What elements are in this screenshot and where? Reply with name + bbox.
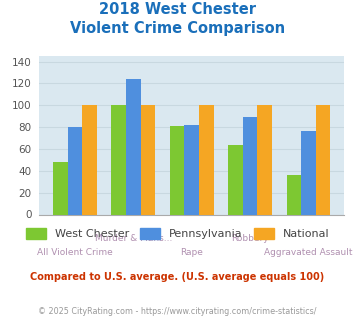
- Text: Robbery: Robbery: [231, 234, 269, 243]
- Bar: [199, 105, 214, 214]
- Bar: [170, 126, 184, 214]
- Text: Rape: Rape: [180, 248, 203, 257]
- Text: Compared to U.S. average. (U.S. average equals 100): Compared to U.S. average. (U.S. average …: [31, 272, 324, 282]
- Bar: [53, 162, 67, 214]
- Bar: [228, 145, 243, 214]
- Bar: [141, 105, 155, 214]
- Text: All Violent Crime: All Violent Crime: [37, 248, 113, 257]
- Bar: [243, 117, 257, 214]
- Bar: [257, 105, 272, 214]
- Text: 2018 West Chester: 2018 West Chester: [99, 2, 256, 16]
- Bar: [111, 105, 126, 214]
- Bar: [301, 131, 316, 214]
- Bar: [286, 175, 301, 214]
- Bar: [184, 125, 199, 214]
- Bar: [316, 105, 331, 214]
- Text: Aggravated Assault: Aggravated Assault: [264, 248, 353, 257]
- Bar: [67, 127, 82, 214]
- Text: © 2025 CityRating.com - https://www.cityrating.com/crime-statistics/: © 2025 CityRating.com - https://www.city…: [38, 307, 317, 316]
- Text: Violent Crime Comparison: Violent Crime Comparison: [70, 21, 285, 36]
- Bar: [82, 105, 97, 214]
- Text: Murder & Mans...: Murder & Mans...: [94, 234, 172, 243]
- Legend: West Chester, Pennsylvania, National: West Chester, Pennsylvania, National: [26, 228, 329, 240]
- Bar: [126, 79, 141, 214]
